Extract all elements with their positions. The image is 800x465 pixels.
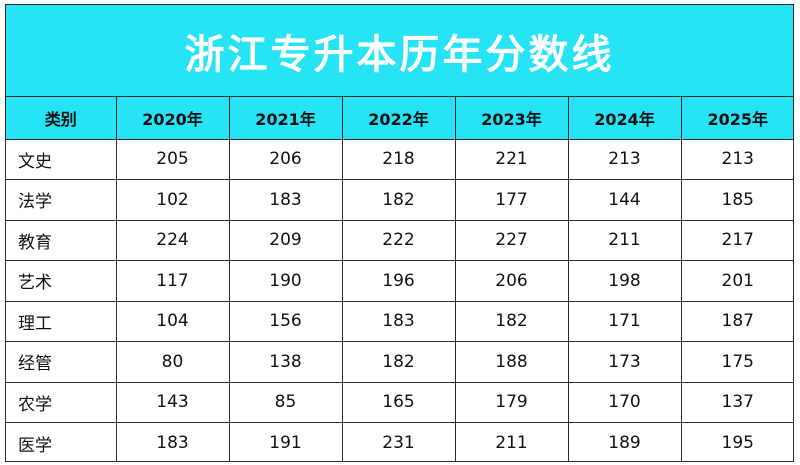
score-cell: 85 bbox=[229, 382, 343, 423]
score-cell: 182 bbox=[342, 179, 456, 221]
header-row: 类别 2020年 2021年 2022年 2023年 2024年 2025年 bbox=[6, 97, 793, 140]
score-cell: 138 bbox=[229, 341, 343, 383]
score-cell: 209 bbox=[229, 220, 343, 261]
score-cell: 117 bbox=[116, 260, 230, 302]
score-cell: 144 bbox=[568, 179, 682, 221]
column-header-category: 类别 bbox=[6, 97, 117, 140]
category-cell: 经管 bbox=[6, 341, 117, 383]
score-cell: 187 bbox=[681, 301, 793, 342]
score-cell: 191 bbox=[229, 422, 343, 461]
score-cell: 183 bbox=[342, 301, 456, 342]
score-cell: 206 bbox=[455, 260, 569, 302]
score-cell: 156 bbox=[229, 301, 343, 342]
score-cell: 165 bbox=[342, 382, 456, 423]
score-cell: 173 bbox=[568, 341, 682, 383]
score-cell: 221 bbox=[455, 139, 569, 180]
score-cell: 190 bbox=[229, 260, 343, 302]
table-row: 教育 224 209 222 227 211 217 bbox=[6, 220, 793, 261]
page-title: 浙江专升本历年分数线 bbox=[184, 31, 615, 78]
score-cell: 183 bbox=[229, 179, 343, 221]
column-header-year: 2020年 bbox=[116, 97, 230, 140]
score-cell: 211 bbox=[568, 220, 682, 261]
score-cell: 213 bbox=[568, 139, 682, 180]
column-header-year: 2022年 bbox=[342, 97, 456, 140]
score-cell: 198 bbox=[568, 260, 682, 302]
score-cell: 196 bbox=[342, 260, 456, 302]
title-bar: 浙江专升本历年分数线 bbox=[6, 5, 793, 97]
score-cell: 195 bbox=[721, 433, 754, 453]
table-row: 法学 102 183 182 177 144 185 bbox=[6, 179, 793, 221]
score-cell: 206 bbox=[229, 139, 343, 180]
score-cell: 175 bbox=[681, 341, 793, 383]
score-cell: 201 bbox=[681, 260, 793, 302]
score-cell: 80 bbox=[116, 341, 230, 383]
table-body: 文史 205 206 218 221 213 213 法学 102 183 182 177 144 185… bbox=[6, 139, 793, 461]
score-cell: 213 bbox=[681, 139, 793, 180]
category-cell: 法学 bbox=[6, 179, 117, 221]
score-cell: 170 bbox=[568, 382, 682, 423]
table-row: 文史 205 206 218 221 213 213 bbox=[6, 139, 793, 180]
category-cell: 理工 bbox=[6, 301, 117, 342]
table-row: 理工 104 156 183 182 171 187 bbox=[6, 301, 793, 342]
score-cell: 179 bbox=[455, 382, 569, 423]
score-cell: 183 bbox=[116, 422, 230, 461]
score-cell: 188 bbox=[455, 341, 569, 383]
score-cell: 211 bbox=[455, 422, 569, 461]
score-cell: 102 bbox=[116, 179, 230, 221]
score-cell: 189 bbox=[568, 422, 682, 461]
table-row: 经管 80 138 182 188 173 175 bbox=[6, 341, 793, 383]
score-table: 类别 2020年 2021年 2022年 2023年 2024年 2025年 文史 205 20… bbox=[6, 97, 793, 461]
column-header-year: 2025年 bbox=[681, 97, 793, 140]
table-row: 农学 143 85 165 179 170 137 bbox=[6, 382, 793, 423]
score-cell: 143 bbox=[116, 382, 230, 423]
table-header: 类别 2020年 2021年 2022年 2023年 2024年 2025年 bbox=[6, 97, 793, 140]
category-cell: 农学 bbox=[6, 382, 117, 423]
score-cell: 205 bbox=[116, 139, 230, 180]
column-header-year: 2024年 bbox=[568, 97, 682, 140]
table-row: 艺术 117 190 196 206 198 201 bbox=[6, 260, 793, 302]
score-cell: 182 bbox=[342, 341, 456, 383]
score-cell: 224 bbox=[116, 220, 230, 261]
category-cell: 教育 bbox=[6, 220, 117, 261]
score-table-sheet: 浙江专升本历年分数线 类别 2020年 2021年 2022年 2023年 2024年 20… bbox=[5, 4, 794, 462]
score-cell: 227 bbox=[455, 220, 569, 261]
score-cell: 218 bbox=[342, 139, 456, 180]
column-header-year: 2021年 bbox=[229, 97, 343, 140]
score-cell: 217 bbox=[681, 220, 793, 261]
category-cell: 艺术 bbox=[6, 260, 117, 302]
score-cell: 171 bbox=[568, 301, 682, 342]
score-cell: 185 bbox=[681, 179, 793, 221]
score-cell: 177 bbox=[455, 179, 569, 221]
score-cell: 137 bbox=[681, 382, 793, 423]
category-cell: 医学 bbox=[6, 422, 117, 461]
score-cell: 222 bbox=[342, 220, 456, 261]
table-row: 医学 183 191 231 211 189 195 bbox=[6, 422, 793, 461]
column-header-year: 2023年 bbox=[455, 97, 569, 140]
category-cell: 文史 bbox=[6, 139, 117, 180]
score-cell: 182 bbox=[455, 301, 569, 342]
score-cell: 104 bbox=[116, 301, 230, 342]
score-cell: 231 bbox=[342, 422, 456, 461]
